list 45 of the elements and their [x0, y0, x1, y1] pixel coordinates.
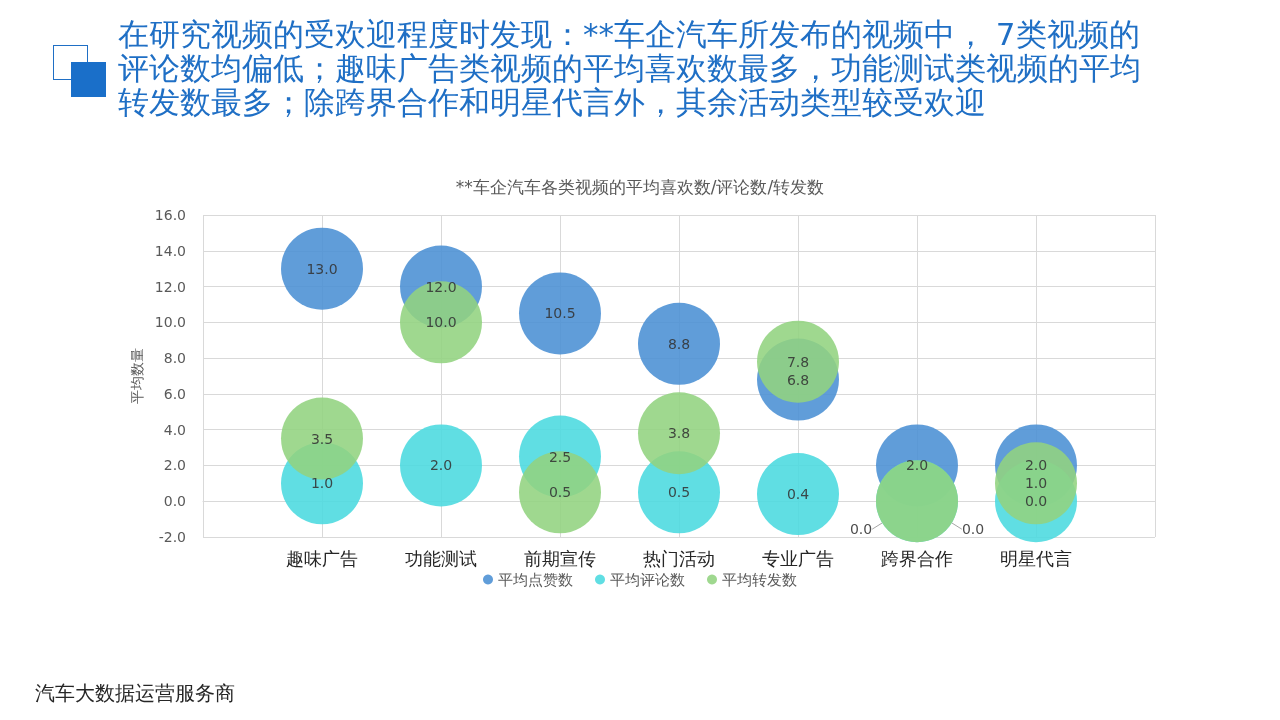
- x-tick-label: 专业广告: [762, 547, 834, 569]
- data-label: 6.8: [786, 371, 810, 388]
- x-tick-label: 明星代言: [1000, 547, 1072, 569]
- data-label: 10.0: [425, 314, 457, 331]
- y-tick-label: 4.0: [163, 421, 186, 438]
- data-label: 0.4: [786, 486, 810, 503]
- x-tick-label: 跨界合作: [881, 547, 953, 569]
- y-tick-label: 2.0: [163, 457, 186, 474]
- y-tick-label: 16.0: [154, 207, 186, 223]
- data-label: 0.0: [1024, 493, 1048, 510]
- data-label: 12.0: [425, 278, 457, 295]
- data-label: 2.0: [429, 457, 453, 474]
- data-label: 1.0: [1024, 475, 1048, 492]
- y-tick-label: 12.0: [154, 278, 186, 295]
- y-tick-label: 10.0: [154, 314, 186, 331]
- chart-subtitle: **车企汽车各类视频的平均喜欢数/评论数/转发数: [455, 176, 825, 197]
- data-label: 3.8: [667, 425, 691, 442]
- data-label: 0.5: [667, 484, 691, 501]
- data-label: 0.0: [849, 521, 873, 538]
- data-label: 0.0: [961, 521, 985, 538]
- y-axis-title: 平均数量: [128, 348, 145, 404]
- data-label: 10.5: [544, 305, 576, 322]
- legend-label: 平均点赞数: [498, 570, 573, 589]
- x-tick-label: 功能测试: [405, 547, 477, 569]
- y-tick-label: 14.0: [154, 242, 186, 259]
- chart-title: 在研究视频的受欢迎程度时发现：**车企汽车所发布的视频中， 7类视频的评论数均偏低；趣味广告类视频的平均喜欢数最多，功能测试类视频的平均转发数最多；除跨界合作和明星代言外，其余活动类型较受欢迎: [118, 16, 1142, 120]
- legend-label: 平均转发数: [722, 570, 797, 589]
- data-label: 2.0: [1024, 457, 1048, 474]
- x-tick-label: 趣味广告: [286, 547, 358, 569]
- legend-label: 平均评论数: [610, 570, 685, 589]
- text: 汽车大数据运营服务商: [35, 680, 235, 707]
- data-label: 1.0: [310, 475, 334, 492]
- x-tick-label: 热门活动: [643, 547, 715, 569]
- x-tick-label: 前期宣传: [524, 547, 596, 569]
- data-label: 0.5: [548, 484, 572, 501]
- data-label: 3.5: [310, 430, 334, 447]
- data-label: 2.5: [548, 448, 572, 465]
- data-label: 2.0: [905, 457, 929, 474]
- y-tick-label: 8.0: [163, 350, 186, 367]
- data-label: 13.0: [306, 260, 338, 277]
- y-tick-label: 0.0: [163, 493, 186, 510]
- data-label: 8.8: [667, 335, 691, 352]
- y-tick-label: -2.0: [158, 529, 186, 545]
- data-label: 7.8: [786, 353, 810, 370]
- y-tick-label: 6.0: [163, 385, 186, 402]
